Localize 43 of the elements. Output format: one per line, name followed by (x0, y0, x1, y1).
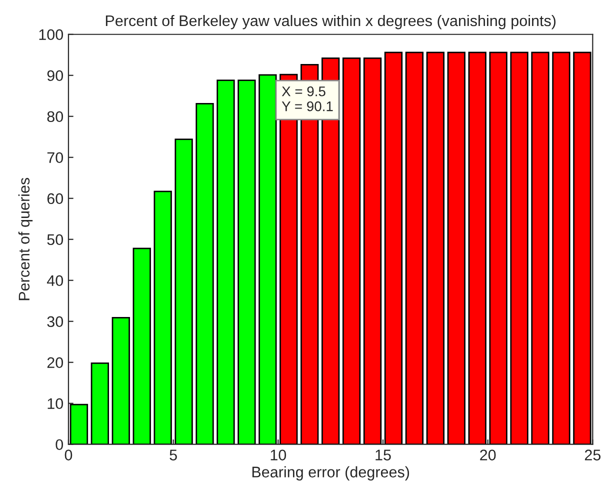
bar (468, 52, 486, 444)
bar (552, 52, 570, 444)
y-tick-label: 40 (46, 275, 64, 286)
bar (216, 80, 235, 444)
bar (426, 52, 444, 444)
bar (510, 52, 528, 444)
x-tick-label: 20 (480, 450, 496, 460)
bar (384, 52, 403, 444)
x-tick-label: 25 (584, 450, 601, 460)
bar (363, 57, 382, 444)
x-tick-label: 10 (270, 450, 286, 460)
y-tick-label: 0 (56, 439, 64, 450)
x-tick-label: 15 (376, 450, 391, 460)
y-tick-label: 80 (47, 111, 64, 122)
bar (447, 52, 466, 444)
bar (573, 52, 592, 444)
x-tick-label: 0 (64, 450, 72, 460)
annotation: X = 9.5 Y = 90.1 (282, 86, 333, 112)
bar (112, 316, 130, 444)
bar (238, 80, 256, 444)
bar (342, 57, 361, 444)
bar (174, 138, 193, 444)
x-axis-title: Bearing error (degrees) (252, 466, 410, 480)
x-tick-label: 5 (170, 450, 177, 460)
y-tick-label: 30 (47, 316, 64, 328)
bar (531, 52, 550, 444)
y-tick-label: 20 (47, 357, 64, 368)
y-tick-label: 70 (47, 152, 64, 164)
bar (196, 102, 214, 444)
y-tick-label: 60 (47, 193, 64, 204)
bar (489, 52, 508, 444)
bar (258, 74, 277, 444)
bar (90, 362, 110, 444)
bar (70, 404, 88, 444)
bar (132, 248, 151, 444)
y-tick-label: 100 (39, 29, 64, 40)
chart-title: Percent of Berkeley yaw values within x degrees (vanishing points) (106, 14, 556, 30)
y-tick-label: 10 (48, 398, 64, 410)
y-tick-label: 50 (47, 234, 64, 246)
y-tick-label: 90 (47, 70, 64, 82)
y-axis-title: Percent of queries (18, 178, 33, 300)
bar (405, 52, 424, 444)
bar (154, 190, 172, 444)
